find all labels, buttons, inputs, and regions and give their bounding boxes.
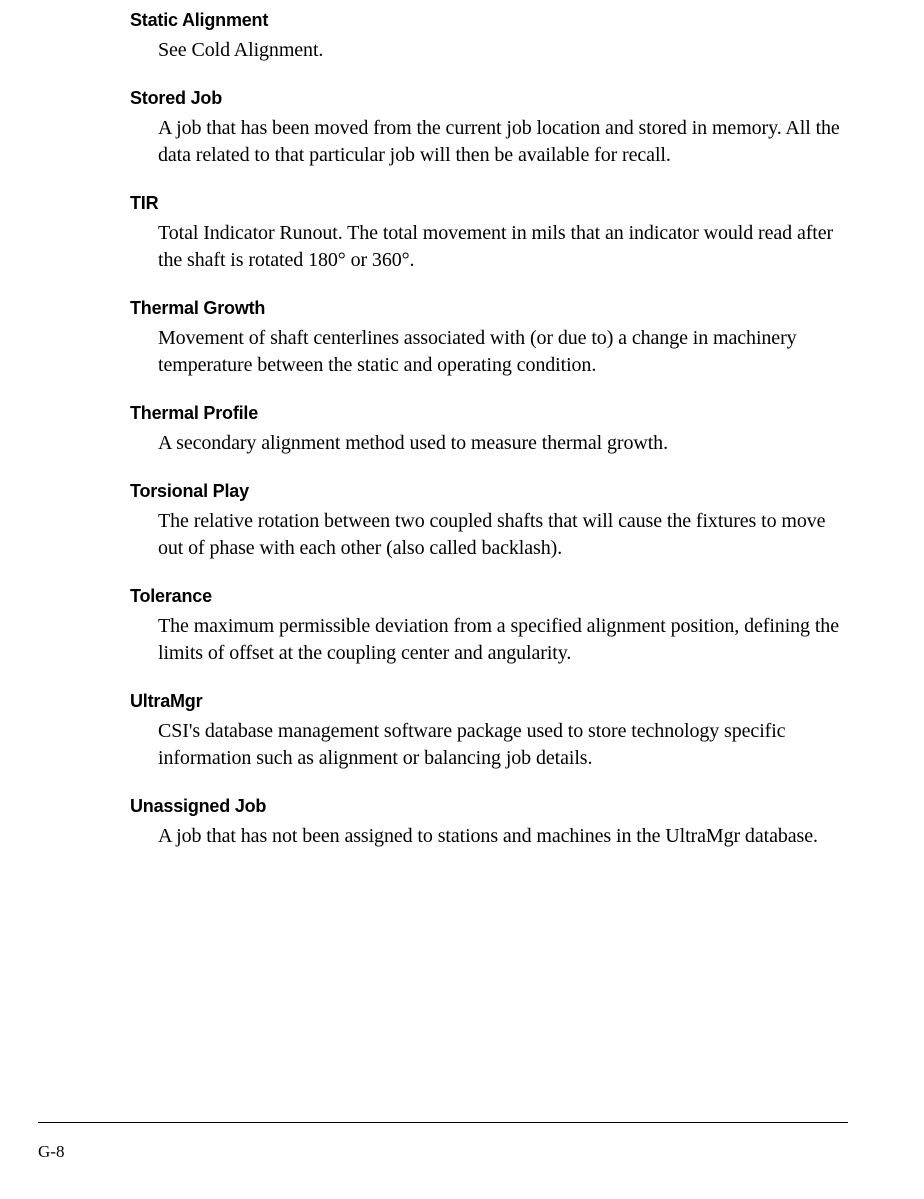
glossary-definition: A job that has been moved from the curre… <box>130 115 844 169</box>
glossary-term: Tolerance <box>130 586 844 607</box>
glossary-term: Unassigned Job <box>130 796 844 817</box>
glossary-term: UltraMgr <box>130 691 844 712</box>
glossary-term: TIR <box>130 193 844 214</box>
glossary-entry: UltraMgr CSI's database management softw… <box>130 691 844 772</box>
page-number: G-8 <box>38 1142 64 1162</box>
glossary-entry: Unassigned Job A job that has not been a… <box>130 796 844 850</box>
glossary-definition: Movement of shaft centerlines associated… <box>130 325 844 379</box>
glossary-term: Torsional Play <box>130 481 844 502</box>
glossary-term: Thermal Profile <box>130 403 844 424</box>
glossary-content: Static Alignment See Cold Alignment. Sto… <box>130 10 844 850</box>
glossary-definition: See Cold Alignment. <box>130 37 844 64</box>
glossary-definition: A secondary alignment method used to mea… <box>130 430 844 457</box>
glossary-definition: Total Indicator Runout. The total moveme… <box>130 220 844 274</box>
glossary-entry: Thermal Growth Movement of shaft centerl… <box>130 298 844 379</box>
glossary-entry: Thermal Profile A secondary alignment me… <box>130 403 844 457</box>
glossary-entry: TIR Total Indicator Runout. The total mo… <box>130 193 844 274</box>
glossary-definition: The relative rotation between two couple… <box>130 508 844 562</box>
glossary-definition: A job that has not been assigned to stat… <box>130 823 844 850</box>
glossary-entry: Stored Job A job that has been moved fro… <box>130 88 844 169</box>
glossary-term: Stored Job <box>130 88 844 109</box>
glossary-term: Thermal Growth <box>130 298 844 319</box>
glossary-entry: Tolerance The maximum permissible deviat… <box>130 586 844 667</box>
glossary-definition: CSI's database management software packa… <box>130 718 844 772</box>
footer-divider <box>38 1122 848 1123</box>
glossary-entry: Torsional Play The relative rotation bet… <box>130 481 844 562</box>
glossary-term: Static Alignment <box>130 10 844 31</box>
glossary-entry: Static Alignment See Cold Alignment. <box>130 10 844 64</box>
glossary-definition: The maximum permissible deviation from a… <box>130 613 844 667</box>
